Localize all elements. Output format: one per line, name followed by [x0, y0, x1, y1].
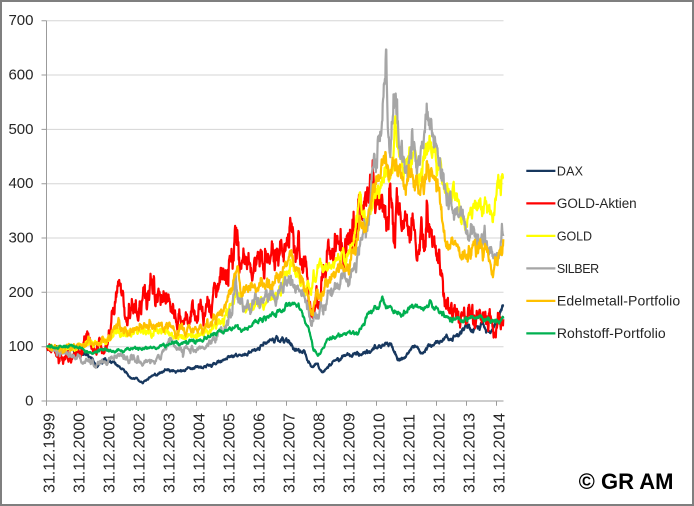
- svg-text:100: 100: [8, 338, 33, 355]
- svg-text:300: 300: [8, 230, 33, 247]
- svg-text:31.12.2008: 31.12.2008: [312, 413, 329, 493]
- svg-text:700: 700: [8, 12, 33, 29]
- svg-text:31.12.2013: 31.12.2013: [462, 413, 479, 493]
- svg-text:31.12.2005: 31.12.2005: [222, 413, 239, 493]
- svg-text:31.12.2006: 31.12.2006: [252, 413, 269, 493]
- svg-text:31.12.2001: 31.12.2001: [102, 413, 119, 493]
- svg-text:© GR AM: © GR AM: [579, 469, 674, 494]
- svg-text:GOLD-Aktien: GOLD-Aktien: [557, 196, 637, 211]
- svg-text:400: 400: [8, 175, 33, 192]
- svg-text:31.12.1999: 31.12.1999: [42, 413, 59, 493]
- svg-text:DAX: DAX: [557, 165, 584, 179]
- svg-text:31.12.2011: 31.12.2011: [402, 414, 419, 493]
- svg-text:GOLD: GOLD: [557, 230, 592, 244]
- svg-text:31.12.2004: 31.12.2004: [192, 413, 209, 493]
- svg-text:31.12.2003: 31.12.2003: [162, 413, 179, 493]
- svg-text:31.12.2000: 31.12.2000: [72, 413, 89, 493]
- svg-text:Rohstoff-Portfolio: Rohstoff-Portfolio: [557, 325, 666, 341]
- svg-text:31.12.2014: 31.12.2014: [492, 413, 509, 493]
- svg-text:0: 0: [25, 393, 33, 410]
- svg-text:31.12.2007: 31.12.2007: [282, 413, 299, 493]
- svg-text:200: 200: [8, 284, 33, 301]
- svg-text:SILBER: SILBER: [557, 262, 599, 276]
- svg-text:500: 500: [8, 121, 33, 138]
- svg-text:31.12.2009: 31.12.2009: [342, 413, 359, 493]
- svg-text:31.12.2010: 31.12.2010: [372, 413, 389, 493]
- svg-text:600: 600: [8, 67, 33, 84]
- svg-text:31.12.2012: 31.12.2012: [432, 413, 449, 493]
- svg-text:31.12.2002: 31.12.2002: [132, 413, 149, 493]
- svg-text:Edelmetall-Portfolio: Edelmetall-Portfolio: [557, 293, 680, 309]
